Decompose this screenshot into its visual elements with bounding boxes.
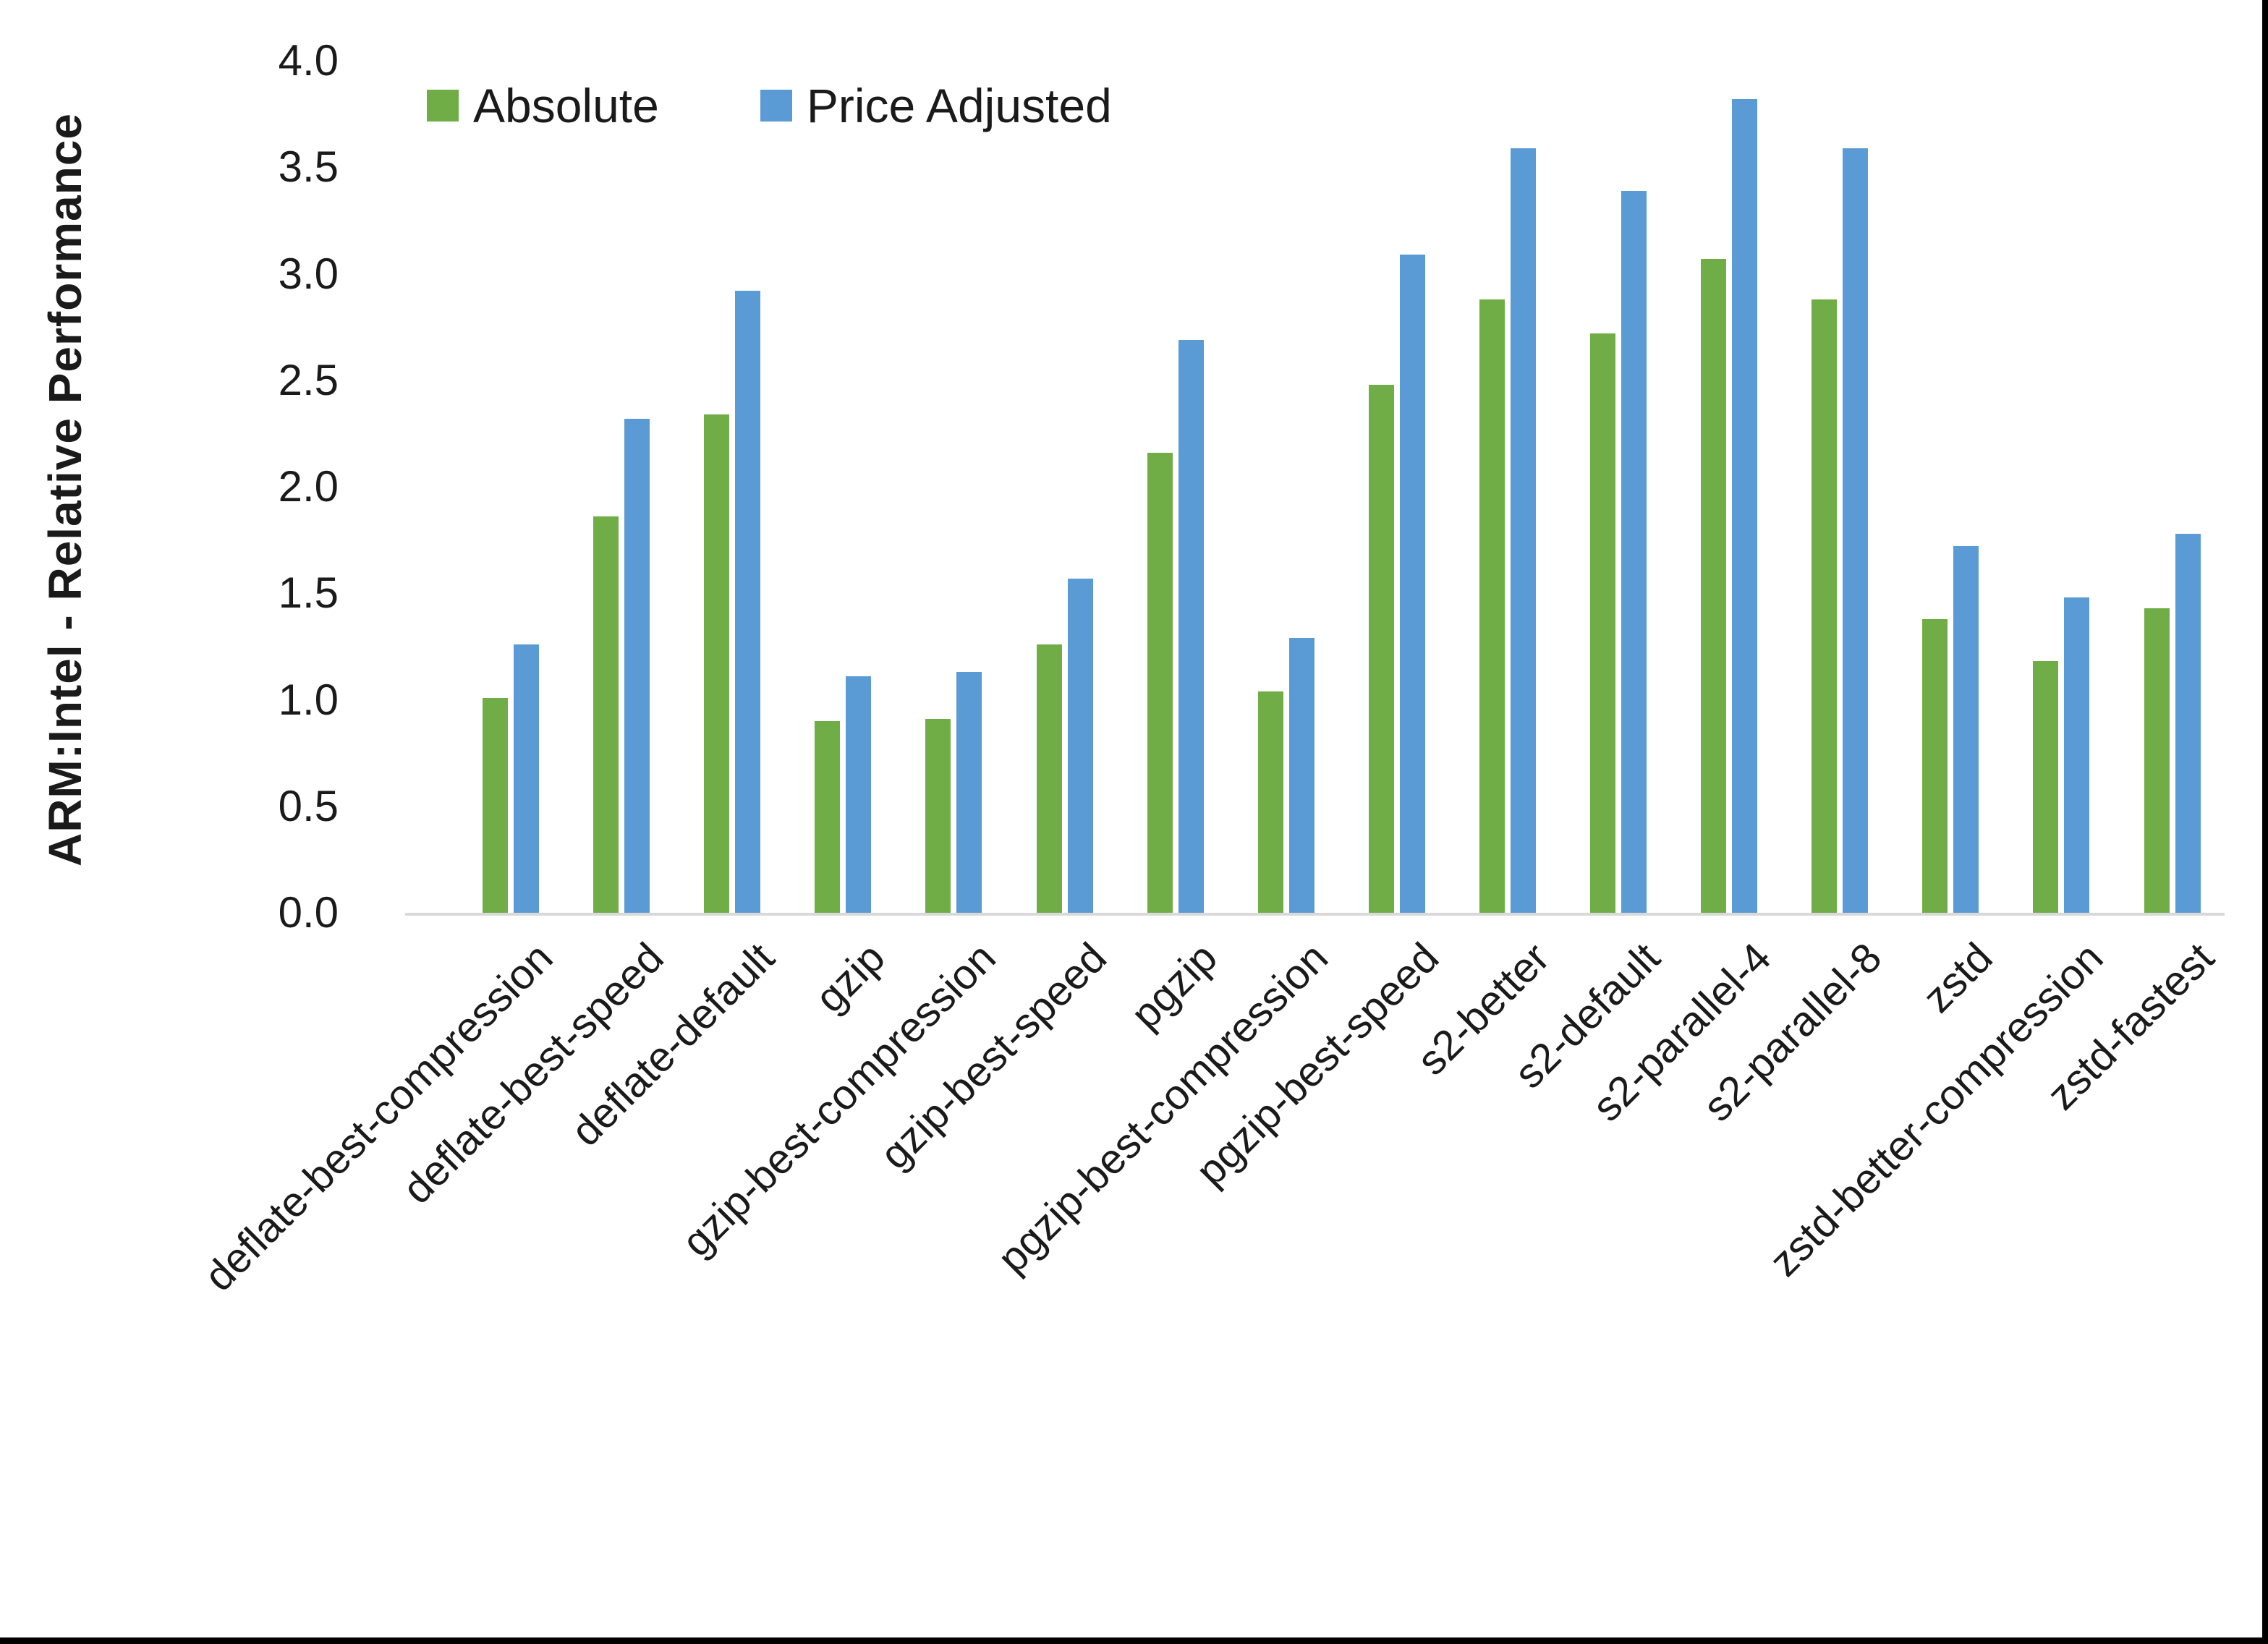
bar-price-adjusted-gzip: [846, 676, 872, 913]
legend: Absolute Price Adjusted: [427, 78, 1112, 133]
bar-absolute-zstd: [1922, 618, 1948, 913]
bar-absolute-gzip-best-speed: [1036, 644, 1062, 913]
x-tick-label-deflate-default: deflate-default: [561, 934, 783, 1156]
y-tick-label: 3.0: [278, 249, 339, 298]
y-tick-label: 2.5: [278, 355, 339, 404]
x-tick-label-zstd: zstd: [1914, 934, 2002, 1022]
bottom-frame-bar: [0, 1637, 2268, 1644]
x-axis-line: [405, 913, 2225, 916]
legend-item-absolute: Absolute: [427, 78, 659, 133]
bar-price-adjusted-gzip-best-compression: [956, 672, 982, 913]
y-tick-label: 3.5: [278, 142, 339, 192]
bar-price-adjusted-pgzip-best-compression: [1288, 638, 1314, 913]
legend-swatch-absolute-icon: [427, 90, 459, 122]
bar-price-adjusted-pgzip: [1178, 339, 1204, 913]
bar-absolute-deflate-best-speed: [593, 516, 619, 913]
legend-swatch-price-adjusted-icon: [760, 90, 792, 122]
bar-price-adjusted-s2-parallel-4: [1732, 99, 1758, 913]
bar-absolute-deflate-default: [704, 414, 730, 913]
right-frame-bar: [2262, 0, 2268, 1644]
bar-price-adjusted-zstd-better-compression: [2064, 597, 2090, 913]
bar-price-adjusted-s2-default: [1621, 190, 1647, 913]
x-tick-label-pgzip: pgzip: [1121, 934, 1226, 1039]
legend-label-price-adjusted: Price Adjusted: [806, 79, 1112, 132]
bar-absolute-deflate-best-compression: [483, 697, 508, 913]
bar-price-adjusted-zstd-fastest: [2175, 533, 2201, 913]
bar-absolute-s2-default: [1590, 333, 1615, 913]
bar-price-adjusted-pgzip-best-speed: [1399, 254, 1425, 913]
bar-absolute-zstd-better-compression: [2033, 661, 2059, 913]
bar-absolute-zstd-fastest: [2144, 608, 2170, 913]
bar-price-adjusted-deflate-best-compression: [514, 644, 539, 913]
bar-price-adjusted-s2-better: [1510, 148, 1536, 913]
bar-price-adjusted-deflate-default: [735, 291, 761, 913]
bar-absolute-gzip-best-compression: [925, 719, 951, 913]
legend-label-absolute: Absolute: [473, 79, 659, 132]
y-axis-title: ARM:Intel - Relative Performance: [39, 112, 91, 867]
bar-absolute-pgzip: [1147, 452, 1173, 913]
bar-absolute-s2-parallel-4: [1701, 258, 1727, 913]
bar-absolute-gzip: [815, 720, 841, 913]
bar-absolute-s2-better: [1479, 299, 1505, 913]
bar-absolute-s2-parallel-8: [1812, 299, 1838, 913]
bar-absolute-pgzip-best-compression: [1257, 691, 1283, 913]
bar-price-adjusted-zstd: [1953, 546, 1979, 913]
bar-price-adjusted-s2-parallel-8: [1843, 148, 1869, 913]
bar-absolute-pgzip-best-speed: [1368, 384, 1394, 913]
y-tick-label: 0.5: [278, 781, 339, 830]
legend-item-price-adjusted: Price Adjusted: [760, 78, 1112, 133]
x-tick-label-gzip: gzip: [806, 934, 894, 1022]
y-tick-label: 2.0: [278, 462, 339, 511]
y-tick-label: 1.0: [278, 675, 339, 724]
y-tick-label: 4.0: [278, 36, 339, 85]
bar-price-adjusted-deflate-best-speed: [624, 418, 650, 913]
y-tick-label: 0.0: [278, 888, 339, 937]
y-tick-label: 1.5: [278, 568, 339, 618]
bar-price-adjusted-gzip-best-speed: [1067, 578, 1093, 913]
